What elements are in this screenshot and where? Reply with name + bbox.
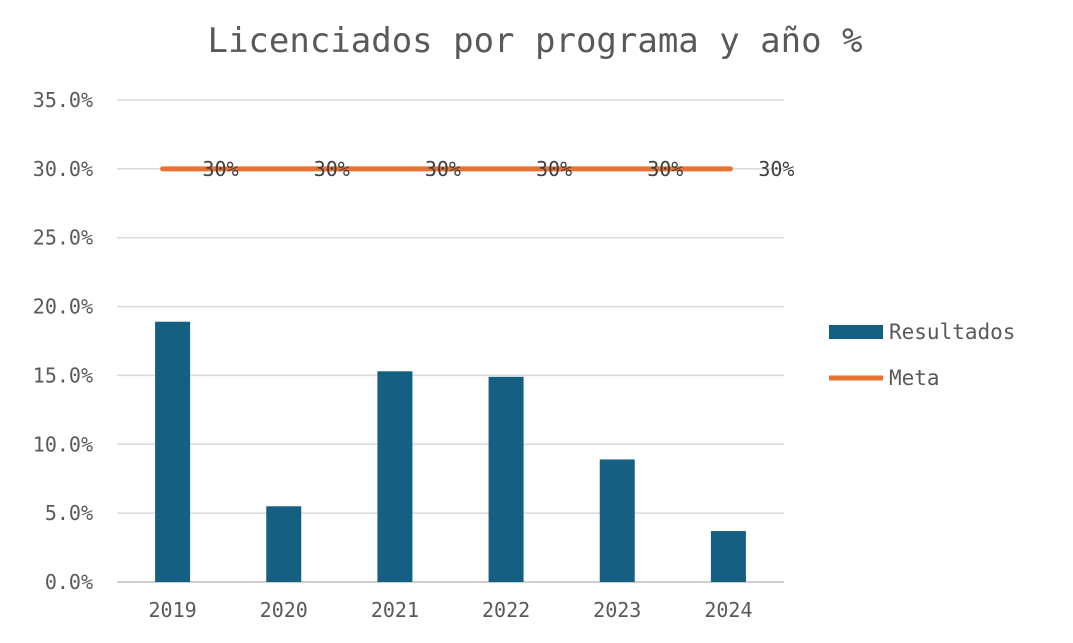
bar-resultados	[488, 376, 524, 582]
y-tick-label: 35.0%	[33, 88, 93, 112]
y-tick-label: 15.0%	[33, 363, 93, 387]
x-tick-label: 2020	[260, 598, 308, 622]
y-tick-label: 10.0%	[33, 432, 93, 456]
meta-data-label: 30%	[758, 157, 794, 181]
meta-data-label: 30%	[647, 157, 683, 181]
bar-resultados	[599, 459, 635, 582]
y-tick-label: 25.0%	[33, 226, 93, 250]
y-tick-label: 5.0%	[45, 501, 93, 525]
y-axis-ticks: 0.0% 5.0% 10.0% 15.0% 20.0% 25.0% 30.0% 35.0%	[33, 88, 93, 594]
legend-swatch-resultados	[829, 325, 883, 339]
legend-label-meta: Meta	[889, 366, 940, 390]
meta-data-label: 30%	[425, 157, 461, 181]
x-tick-label: 2022	[482, 598, 530, 622]
bar-resultados	[155, 321, 191, 582]
meta-data-label: 30%	[203, 157, 239, 181]
meta-data-label: 30%	[536, 157, 572, 181]
meta-data-label: 30%	[314, 157, 350, 181]
bars	[155, 321, 746, 582]
x-tick-label: 2021	[371, 598, 419, 622]
y-tick-label: 20.0%	[33, 295, 93, 319]
bar-resultados	[266, 506, 302, 582]
bar-resultados	[710, 531, 746, 582]
bar-resultados	[377, 371, 413, 582]
x-tick-label: 2019	[148, 598, 196, 622]
y-tick-label: 30.0%	[33, 157, 93, 181]
x-axis-ticks: 2019 2020 2021 2022 2023 2024	[148, 598, 752, 622]
data-labels: 30% 30% 30% 30% 30% 30%	[203, 157, 795, 181]
x-tick-label: 2024	[704, 598, 752, 622]
y-tick-label: 0.0%	[45, 570, 93, 594]
legend: Resultados Meta	[829, 320, 1015, 390]
x-tick-label: 2023	[593, 598, 641, 622]
chart-title: Licenciados por programa y año %	[207, 21, 862, 61]
legend-label-resultados: Resultados	[889, 320, 1015, 344]
